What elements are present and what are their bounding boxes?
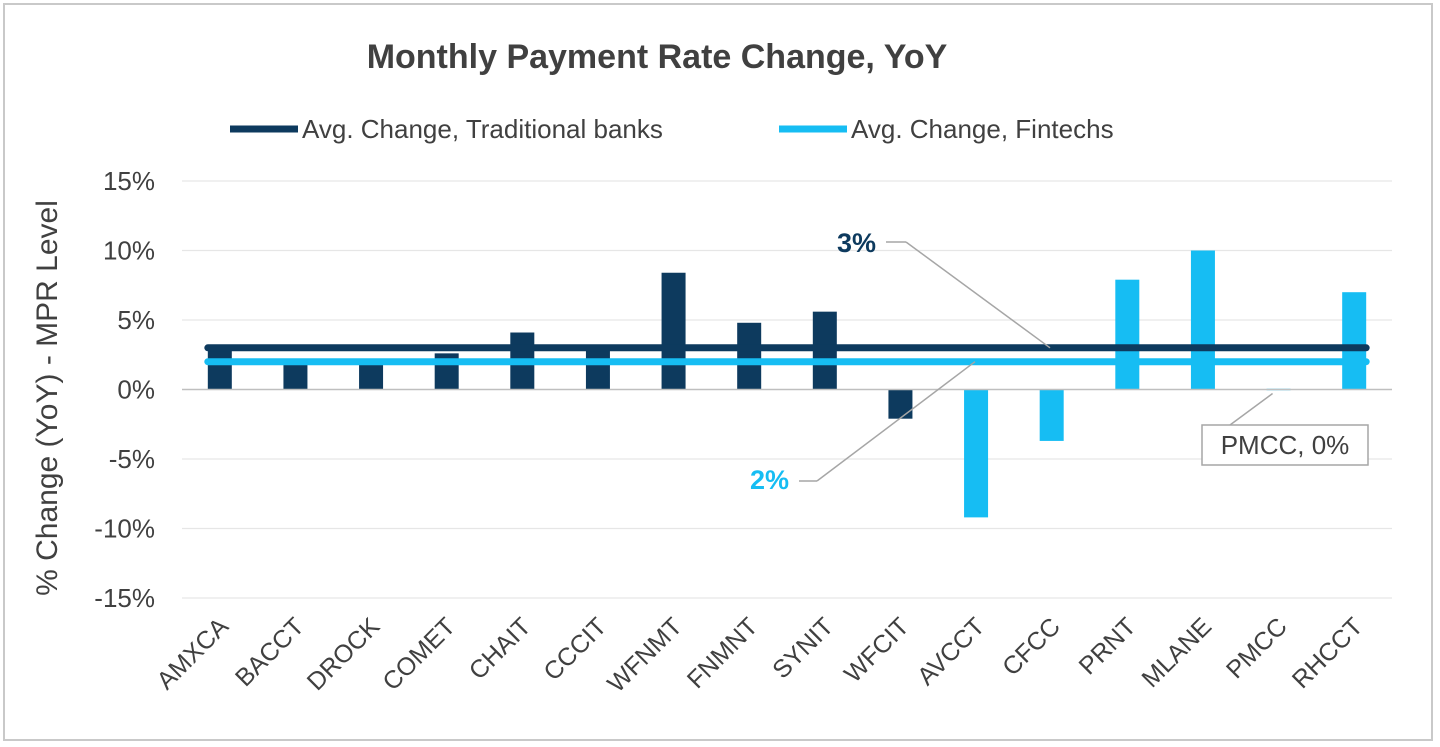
bar-mlane (1190, 250, 1215, 390)
annotations: 3% 2% PMCC, 0% (750, 228, 1369, 495)
x-tick-label: MLANE (1136, 612, 1217, 693)
x-tick-label: DROCK (302, 612, 386, 696)
x-tick-label: PRNT (1074, 612, 1142, 680)
y-axis-label: % Change (YoY) - MPR Level (31, 200, 64, 596)
y-tick-label: 5% (117, 305, 155, 335)
x-tick-label: CCCIT (538, 612, 612, 686)
x-tick-label: WFCIT (839, 612, 915, 688)
x-tick-label: RHCCT (1287, 612, 1369, 694)
x-tick-label: CHAIT (464, 612, 537, 685)
legend-label-traditional: Avg. Change, Traditional banks (302, 114, 663, 144)
annotation-leader-pmcc (1229, 392, 1274, 426)
bar-cfcc (1039, 389, 1064, 441)
x-tick-label: AMXCA (151, 612, 234, 695)
gridlines (182, 180, 1392, 599)
x-tick-label: PMCC (1221, 612, 1293, 684)
bar-rhcct (1342, 292, 1367, 390)
legend: Avg. Change, Traditional banks Avg. Chan… (230, 114, 1114, 144)
y-tick-label: -15% (94, 583, 155, 613)
x-tick-label: AVCCT (912, 612, 990, 690)
bar-avcct (964, 389, 989, 518)
y-tick-label: 0% (117, 375, 155, 405)
y-tick-label: -10% (94, 514, 155, 544)
x-tick-label: WFNMT (602, 612, 688, 698)
average-lines (204, 344, 1370, 366)
annotation-pmcc: PMCC, 0% (1221, 430, 1350, 460)
bar-wfnmt (661, 272, 686, 390)
y-axis-ticks: 15% 10% 5% 0% -5% -10% -15% (94, 166, 155, 613)
annotation-leader-fintech-seg (816, 361, 976, 482)
x-tick-label: CFCC (997, 612, 1066, 681)
x-tick-label: COMET (377, 612, 461, 696)
bar-bacct (283, 363, 308, 390)
chart-title: Monthly Payment Rate Change, YoY (367, 38, 948, 76)
bar-cccit (585, 349, 610, 390)
annotation-box-pmcc (1201, 424, 1369, 466)
legend-label-fintech: Avg. Change, Fintechs (851, 114, 1114, 144)
annotation-traditional-avg: 3% (837, 228, 876, 258)
annotation-leader-traditional-seg (905, 241, 1051, 349)
bar-wfcit (888, 389, 913, 419)
x-tick-label: SYNIT (767, 612, 839, 684)
bar-fnmnt (737, 322, 762, 390)
y-tick-label: 10% (103, 236, 155, 266)
annotation-fintech-avg: 2% (750, 465, 789, 495)
bar-prnt (1115, 279, 1140, 390)
bar-amxca (207, 346, 232, 390)
x-tick-label: BACCT (230, 612, 310, 692)
x-tick-label: FNMNT (682, 612, 764, 694)
y-tick-label: -5% (109, 444, 155, 474)
y-tick-label: 15% (103, 166, 155, 196)
